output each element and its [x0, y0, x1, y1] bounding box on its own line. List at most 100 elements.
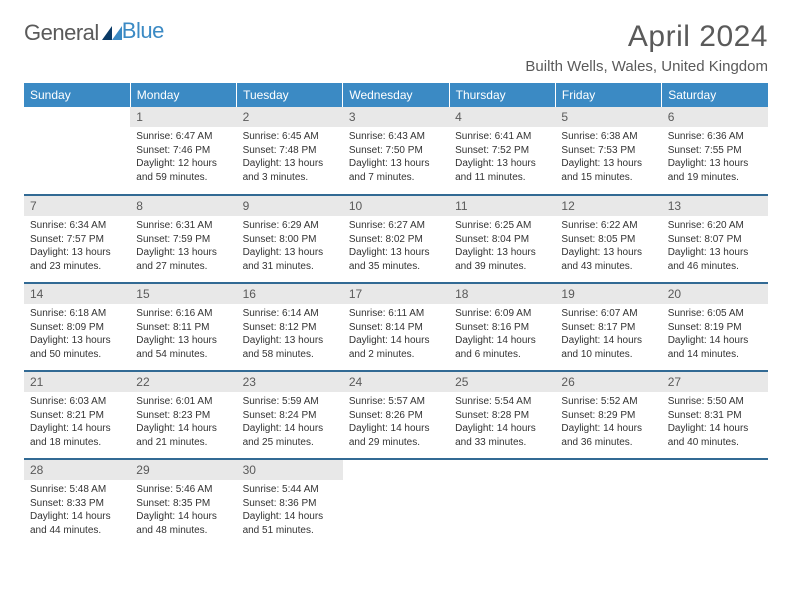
calendar-table: SundayMondayTuesdayWednesdayThursdayFrid… — [24, 83, 768, 547]
day-number: 25 — [449, 372, 555, 392]
day-details: Sunrise: 5:48 AMSunset: 8:33 PMDaylight:… — [24, 480, 130, 543]
calendar-day-cell: 13Sunrise: 6:20 AMSunset: 8:07 PMDayligh… — [662, 195, 768, 283]
day-number: 4 — [449, 107, 555, 127]
weekday-header: Wednesday — [343, 83, 449, 107]
calendar-day-cell: 16Sunrise: 6:14 AMSunset: 8:12 PMDayligh… — [237, 283, 343, 371]
calendar-day-cell: 2Sunrise: 6:45 AMSunset: 7:48 PMDaylight… — [237, 107, 343, 195]
weekday-header: Monday — [130, 83, 236, 107]
day-number: 2 — [237, 107, 343, 127]
day-details: Sunrise: 6:20 AMSunset: 8:07 PMDaylight:… — [662, 216, 768, 279]
calendar-day-cell: . — [449, 459, 555, 547]
day-details: Sunrise: 6:45 AMSunset: 7:48 PMDaylight:… — [237, 127, 343, 190]
calendar-day-cell: 27Sunrise: 5:50 AMSunset: 8:31 PMDayligh… — [662, 371, 768, 459]
day-details: Sunrise: 6:27 AMSunset: 8:02 PMDaylight:… — [343, 216, 449, 279]
calendar-day-cell: 18Sunrise: 6:09 AMSunset: 8:16 PMDayligh… — [449, 283, 555, 371]
calendar-day-cell: 10Sunrise: 6:27 AMSunset: 8:02 PMDayligh… — [343, 195, 449, 283]
day-details: Sunrise: 6:18 AMSunset: 8:09 PMDaylight:… — [24, 304, 130, 367]
day-number: 27 — [662, 372, 768, 392]
calendar-day-cell: 21Sunrise: 6:03 AMSunset: 8:21 PMDayligh… — [24, 371, 130, 459]
day-details: Sunrise: 6:43 AMSunset: 7:50 PMDaylight:… — [343, 127, 449, 190]
day-details: Sunrise: 6:16 AMSunset: 8:11 PMDaylight:… — [130, 304, 236, 367]
day-details: Sunrise: 6:38 AMSunset: 7:53 PMDaylight:… — [555, 127, 661, 190]
calendar-day-cell: 5Sunrise: 6:38 AMSunset: 7:53 PMDaylight… — [555, 107, 661, 195]
triangle-icon — [102, 20, 122, 46]
day-details: Sunrise: 6:07 AMSunset: 8:17 PMDaylight:… — [555, 304, 661, 367]
calendar-day-cell: 3Sunrise: 6:43 AMSunset: 7:50 PMDaylight… — [343, 107, 449, 195]
calendar-day-cell: 23Sunrise: 5:59 AMSunset: 8:24 PMDayligh… — [237, 371, 343, 459]
weekday-header: Friday — [555, 83, 661, 107]
day-details: Sunrise: 6:14 AMSunset: 8:12 PMDaylight:… — [237, 304, 343, 367]
day-details: Sunrise: 5:57 AMSunset: 8:26 PMDaylight:… — [343, 392, 449, 455]
page-title: April 2024 — [525, 20, 768, 54]
day-details: Sunrise: 5:46 AMSunset: 8:35 PMDaylight:… — [130, 480, 236, 543]
day-details: Sunrise: 6:31 AMSunset: 7:59 PMDaylight:… — [130, 216, 236, 279]
day-details: Sunrise: 6:41 AMSunset: 7:52 PMDaylight:… — [449, 127, 555, 190]
weekday-header: Saturday — [662, 83, 768, 107]
day-details: Sunrise: 6:05 AMSunset: 8:19 PMDaylight:… — [662, 304, 768, 367]
calendar-week-row: .1Sunrise: 6:47 AMSunset: 7:46 PMDayligh… — [24, 107, 768, 195]
calendar-day-cell: . — [343, 459, 449, 547]
calendar-day-cell: 19Sunrise: 6:07 AMSunset: 8:17 PMDayligh… — [555, 283, 661, 371]
day-number: 22 — [130, 372, 236, 392]
day-number: 9 — [237, 196, 343, 216]
weekday-header: Sunday — [24, 83, 130, 107]
day-number: 24 — [343, 372, 449, 392]
logo: General Blue — [24, 20, 164, 46]
day-number: 15 — [130, 284, 236, 304]
calendar-body: .1Sunrise: 6:47 AMSunset: 7:46 PMDayligh… — [24, 107, 768, 547]
logo-text-blue: Blue — [122, 18, 164, 44]
day-number: 14 — [24, 284, 130, 304]
day-number: 6 — [662, 107, 768, 127]
day-details: Sunrise: 6:11 AMSunset: 8:14 PMDaylight:… — [343, 304, 449, 367]
day-number: 30 — [237, 460, 343, 480]
calendar-day-cell: 11Sunrise: 6:25 AMSunset: 8:04 PMDayligh… — [449, 195, 555, 283]
calendar-day-cell: 26Sunrise: 5:52 AMSunset: 8:29 PMDayligh… — [555, 371, 661, 459]
day-details: Sunrise: 5:54 AMSunset: 8:28 PMDaylight:… — [449, 392, 555, 455]
day-details: Sunrise: 6:03 AMSunset: 8:21 PMDaylight:… — [24, 392, 130, 455]
calendar-day-cell: 28Sunrise: 5:48 AMSunset: 8:33 PMDayligh… — [24, 459, 130, 547]
day-number: 16 — [237, 284, 343, 304]
day-number: 11 — [449, 196, 555, 216]
calendar-week-row: 7Sunrise: 6:34 AMSunset: 7:57 PMDaylight… — [24, 195, 768, 283]
calendar-day-cell: 1Sunrise: 6:47 AMSunset: 7:46 PMDaylight… — [130, 107, 236, 195]
calendar-day-cell: 30Sunrise: 5:44 AMSunset: 8:36 PMDayligh… — [237, 459, 343, 547]
calendar-day-cell: . — [24, 107, 130, 195]
day-details: Sunrise: 5:50 AMSunset: 8:31 PMDaylight:… — [662, 392, 768, 455]
day-number: 1 — [130, 107, 236, 127]
calendar-day-cell: 24Sunrise: 5:57 AMSunset: 8:26 PMDayligh… — [343, 371, 449, 459]
calendar-day-cell: 12Sunrise: 6:22 AMSunset: 8:05 PMDayligh… — [555, 195, 661, 283]
calendar-day-cell: 9Sunrise: 6:29 AMSunset: 8:00 PMDaylight… — [237, 195, 343, 283]
day-details: Sunrise: 6:34 AMSunset: 7:57 PMDaylight:… — [24, 216, 130, 279]
day-number: 7 — [24, 196, 130, 216]
calendar-day-cell: 7Sunrise: 6:34 AMSunset: 7:57 PMDaylight… — [24, 195, 130, 283]
day-details: Sunrise: 5:44 AMSunset: 8:36 PMDaylight:… — [237, 480, 343, 543]
weekday-header: Tuesday — [237, 83, 343, 107]
day-number: 12 — [555, 196, 661, 216]
calendar-day-cell: 8Sunrise: 6:31 AMSunset: 7:59 PMDaylight… — [130, 195, 236, 283]
calendar-day-cell: 29Sunrise: 5:46 AMSunset: 8:35 PMDayligh… — [130, 459, 236, 547]
day-details: Sunrise: 6:09 AMSunset: 8:16 PMDaylight:… — [449, 304, 555, 367]
weekday-header: Thursday — [449, 83, 555, 107]
title-block: April 2024 Builth Wells, Wales, United K… — [525, 20, 768, 75]
day-details: Sunrise: 6:47 AMSunset: 7:46 PMDaylight:… — [130, 127, 236, 190]
weekday-header-row: SundayMondayTuesdayWednesdayThursdayFrid… — [24, 83, 768, 107]
day-details: Sunrise: 6:25 AMSunset: 8:04 PMDaylight:… — [449, 216, 555, 279]
day-details: Sunrise: 5:59 AMSunset: 8:24 PMDaylight:… — [237, 392, 343, 455]
day-number: 10 — [343, 196, 449, 216]
day-number: 26 — [555, 372, 661, 392]
header: General Blue April 2024 Builth Wells, Wa… — [24, 20, 768, 75]
calendar-day-cell: 4Sunrise: 6:41 AMSunset: 7:52 PMDaylight… — [449, 107, 555, 195]
calendar-day-cell: 25Sunrise: 5:54 AMSunset: 8:28 PMDayligh… — [449, 371, 555, 459]
day-details: Sunrise: 6:36 AMSunset: 7:55 PMDaylight:… — [662, 127, 768, 190]
day-details: Sunrise: 6:22 AMSunset: 8:05 PMDaylight:… — [555, 216, 661, 279]
logo-text-general: General — [24, 20, 99, 46]
day-number: 18 — [449, 284, 555, 304]
calendar-week-row: 28Sunrise: 5:48 AMSunset: 8:33 PMDayligh… — [24, 459, 768, 547]
day-number: 5 — [555, 107, 661, 127]
day-details: Sunrise: 6:29 AMSunset: 8:00 PMDaylight:… — [237, 216, 343, 279]
calendar-day-cell: 17Sunrise: 6:11 AMSunset: 8:14 PMDayligh… — [343, 283, 449, 371]
calendar-day-cell: 15Sunrise: 6:16 AMSunset: 8:11 PMDayligh… — [130, 283, 236, 371]
calendar-week-row: 21Sunrise: 6:03 AMSunset: 8:21 PMDayligh… — [24, 371, 768, 459]
day-number: 23 — [237, 372, 343, 392]
day-number: 28 — [24, 460, 130, 480]
